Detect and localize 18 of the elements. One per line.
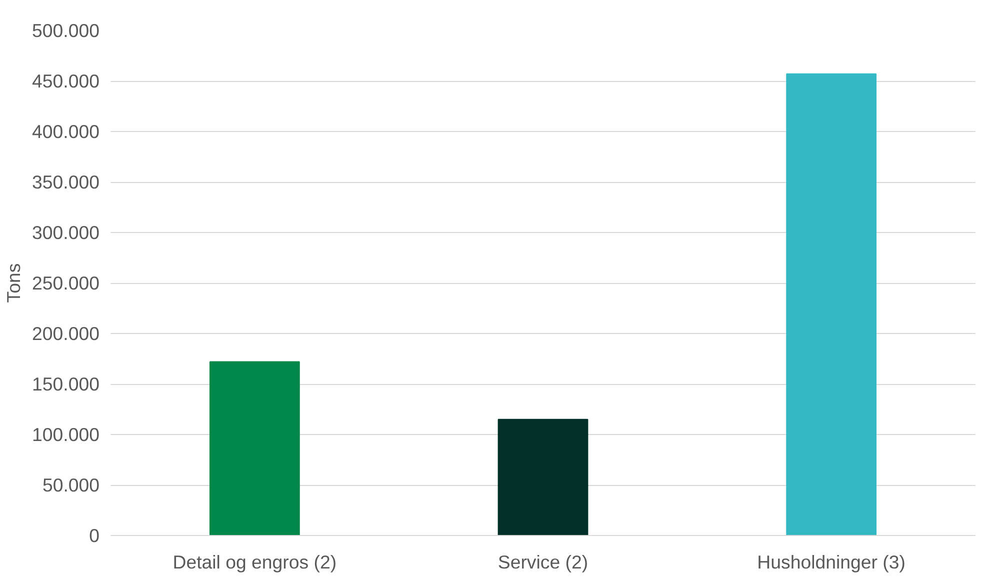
x-tick-label: Service (2) bbox=[498, 552, 588, 572]
y-tick-label: 250.000 bbox=[32, 272, 100, 294]
y-tick-label: 50.000 bbox=[42, 474, 100, 496]
bar bbox=[786, 73, 877, 536]
y-tick-label: 0 bbox=[89, 525, 100, 546]
y-tick-label: 350.000 bbox=[32, 172, 100, 192]
y-tick-label: 150.000 bbox=[32, 374, 100, 394]
y-tick-label: 450.000 bbox=[32, 70, 100, 92]
y-axis-title: Tons bbox=[3, 263, 24, 303]
y-tick-label: 500.000 bbox=[32, 20, 100, 41]
bar bbox=[209, 361, 300, 536]
y-tick-label: 100.000 bbox=[32, 424, 100, 445]
bar bbox=[498, 418, 588, 536]
y-tick-label: 300.000 bbox=[32, 222, 100, 243]
x-tick-label: Husholdninger (3) bbox=[757, 552, 906, 572]
y-tick-label: 200.000 bbox=[32, 323, 100, 344]
x-tick-label: Detail og engros (2) bbox=[172, 552, 337, 572]
y-tick-label: 400.000 bbox=[32, 121, 100, 142]
